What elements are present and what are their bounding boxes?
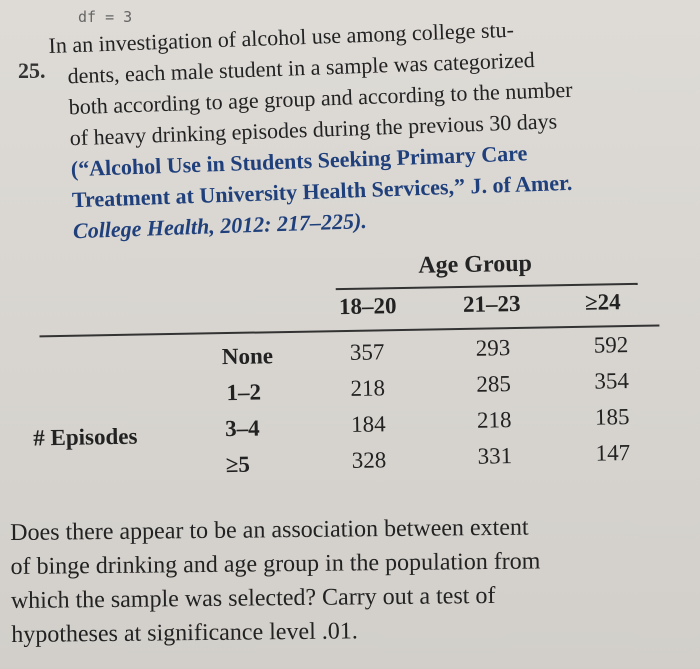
table-cell: 185 [594,404,630,430]
table-cell: 592 [593,332,629,358]
df-note: df = 3 [78,8,133,26]
row-group-label: # Episodes [33,423,138,451]
row-label-none: None [221,343,274,370]
table-cell: 184 [350,411,386,437]
problem-statement: In an investigation of alcohol use among… [48,9,665,247]
row-label-5-plus: ≥5 [225,451,251,478]
column-header-21-23: 21–23 [462,290,521,317]
contingency-table: Age Group 18–20 21–23 ≥24 # Episodes Non… [0,238,700,500]
table-cell: 218 [476,407,512,433]
question-line: hypotheses at significance level .01. [11,618,358,648]
table-cell: 147 [595,440,631,466]
question-text: Does there appear to be an association b… [10,509,671,652]
row-label-1-2: 1–2 [226,379,262,406]
column-header-18-20: 18–20 [338,293,397,320]
table-cell: 357 [349,339,385,365]
age-group-heading: Age Group [418,250,533,279]
problem-number: 25. [18,58,46,83]
row-label-3-4: 3–4 [224,415,260,442]
column-header-24-plus: ≥24 [584,289,621,315]
table-cell: 285 [476,371,512,397]
table-cell: 218 [350,375,386,401]
table-cell: 354 [594,368,630,394]
table-cell: 328 [351,447,387,473]
table-cell: 293 [475,335,511,361]
table-rule [39,324,660,338]
table-cell: 331 [477,443,513,469]
